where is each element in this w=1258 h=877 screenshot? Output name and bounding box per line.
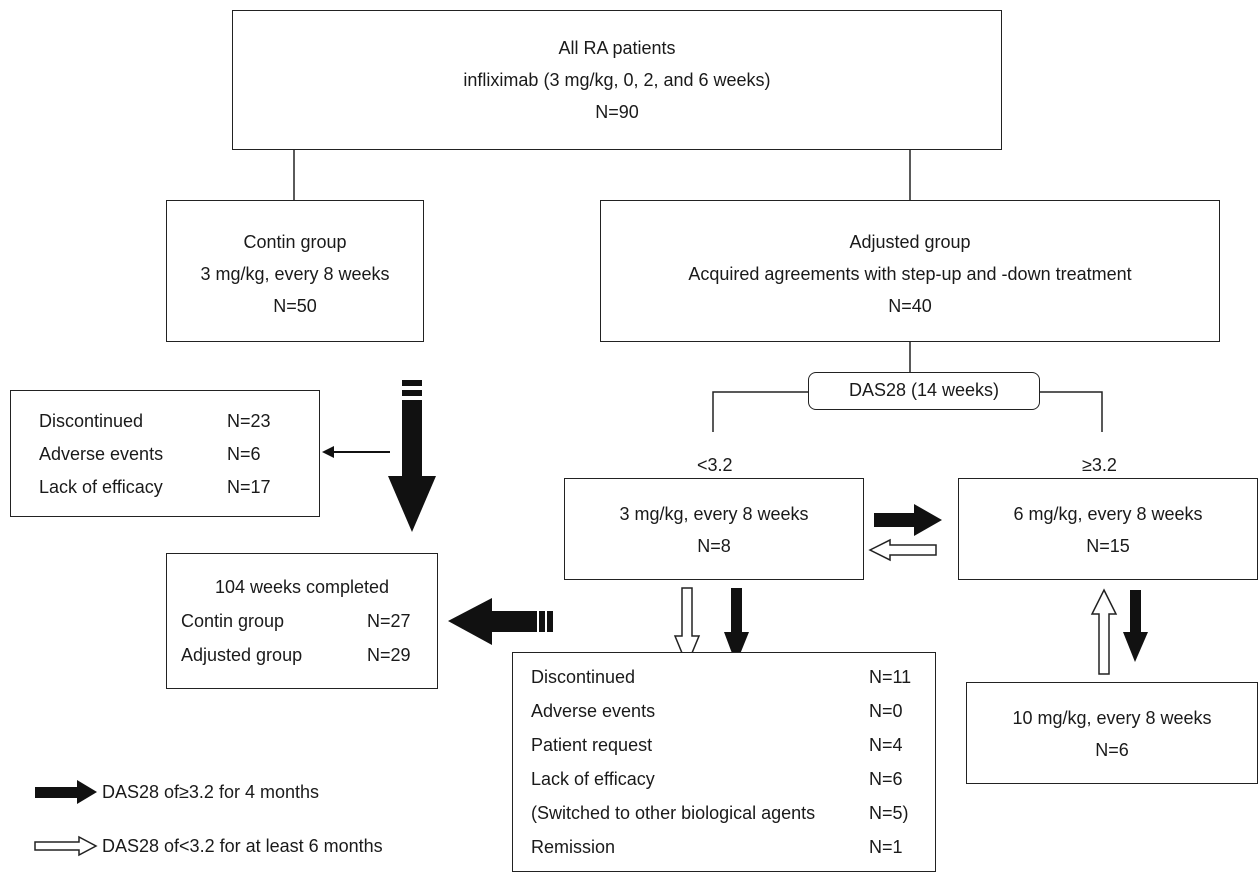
row-label: Remission — [531, 837, 616, 857]
row-value: N=6 — [227, 444, 261, 464]
adjusted-group-count: N=40 — [888, 296, 932, 316]
legend-black-arrow — [35, 780, 97, 804]
dose-6mg-count: N=15 — [1086, 536, 1130, 556]
row-value: N=0 — [869, 701, 903, 721]
step-down-arrow-6-to-3 — [868, 538, 937, 562]
completed-title: 104 weeks completed — [214, 577, 390, 597]
black-down-arrow-dose6-to-10 — [1123, 590, 1148, 662]
row-label: Contin group — [181, 611, 285, 631]
row-value: N=27 — [367, 611, 411, 631]
table-row: Adverse events N=0 — [531, 700, 903, 722]
all-patients-regimen: infliximab (3 mg/kg, 0, 2, and 6 weeks) — [463, 70, 771, 90]
completed-left-arrow — [448, 598, 553, 645]
table-row: Discontinued N=23 — [39, 410, 271, 432]
dose-10mg-regimen: 10 mg/kg, every 8 weeks — [1012, 708, 1212, 728]
row-label: Patient request — [531, 735, 653, 755]
connector-das-low — [712, 391, 808, 432]
table-row: Lack of efficacy N=6 — [531, 768, 903, 790]
white-down-arrow-dose3 — [673, 587, 701, 667]
row-value: N=17 — [227, 477, 271, 497]
table-row: Patient request N=4 — [531, 734, 903, 756]
adjusted-group-box: Adjusted group Acquired agreements with … — [600, 200, 1220, 342]
row-label: Adverse events — [531, 701, 656, 721]
row-value: N=6 — [869, 769, 903, 789]
contin-group-box: Contin group 3 mg/kg, every 8 weeks N=50 — [166, 200, 424, 342]
all-patients-count: N=90 — [595, 102, 639, 122]
contin-group-title: Contin group — [243, 232, 347, 252]
row-label: Lack of efficacy — [39, 477, 163, 497]
dose-6mg-regimen: 6 mg/kg, every 8 weeks — [1013, 504, 1203, 524]
table-row: Adjusted group N=29 — [181, 644, 411, 666]
completed-box: 104 weeks completed Contin group N=27 Ad… — [166, 553, 438, 689]
row-value: N=5) — [869, 803, 909, 823]
row-label: Adverse events — [39, 444, 164, 464]
row-value: N=1 — [869, 837, 903, 857]
legend-white-arrow — [34, 835, 98, 857]
white-up-arrow-dose10-to-6 — [1090, 588, 1118, 675]
dose-10mg-count: N=6 — [1095, 740, 1129, 760]
row-value: N=23 — [227, 411, 271, 431]
row-label: Lack of efficacy — [531, 769, 655, 789]
table-row: Adverse events N=6 — [39, 443, 261, 465]
table-row: (Switched to other biological agents N=5… — [531, 802, 909, 824]
contin-group-regimen: 3 mg/kg, every 8 weeks — [200, 264, 390, 284]
table-row: Contin group N=27 — [181, 610, 411, 632]
row-label: Discontinued — [39, 411, 144, 431]
threshold-low-label: <3.2 — [697, 455, 733, 475]
dose-10mg-box: 10 mg/kg, every 8 weeks N=6 — [966, 682, 1258, 784]
contin-group-count: N=50 — [273, 296, 317, 316]
thin-arrow-head — [322, 446, 334, 458]
row-value: N=4 — [869, 735, 903, 755]
das28-node: DAS28 (14 weeks) — [808, 372, 1040, 410]
legend-black-arrow-label: DAS28 of≥3.2 for 4 months — [102, 782, 319, 802]
step-up-arrow-3-to-6 — [874, 504, 942, 536]
contin-down-arrow — [388, 380, 436, 532]
all-patients-title: All RA patients — [558, 38, 676, 58]
dose-3mg-count: N=8 — [697, 536, 731, 556]
all-patients-box: All RA patients infliximab (3 mg/kg, 0, … — [232, 10, 1002, 150]
legend-white-arrow-label: DAS28 of<3.2 for at least 6 months — [102, 836, 383, 856]
dose-3mg-regimen: 3 mg/kg, every 8 weeks — [619, 504, 809, 524]
connector-das-high — [1040, 391, 1103, 432]
adjusted-group-title: Adjusted group — [849, 232, 971, 252]
adjusted-group-subtitle: Acquired agreements with step-up and -do… — [688, 264, 1132, 284]
row-label: (Switched to other biological agents — [531, 803, 816, 823]
table-row: Lack of efficacy N=17 — [39, 476, 271, 498]
row-label: Adjusted group — [181, 645, 303, 665]
row-label: Discontinued — [531, 667, 636, 687]
dose-6mg-box: 6 mg/kg, every 8 weeks N=15 — [958, 478, 1258, 580]
contin-discontinued-box: Discontinued N=23 Adverse events N=6 Lac… — [10, 390, 320, 517]
black-down-arrow-dose3 — [724, 588, 749, 664]
row-value: N=11 — [869, 667, 912, 687]
row-value: N=29 — [367, 645, 411, 665]
table-row: Remission N=1 — [531, 836, 903, 858]
threshold-high-label: ≥3.2 — [1082, 455, 1117, 475]
dose-3mg-box: 3 mg/kg, every 8 weeks N=8 — [564, 478, 864, 580]
table-row: Discontinued N=11 — [531, 666, 911, 688]
adjusted-discontinued-box: Discontinued N=11 Adverse events N=0 Pat… — [512, 652, 936, 872]
